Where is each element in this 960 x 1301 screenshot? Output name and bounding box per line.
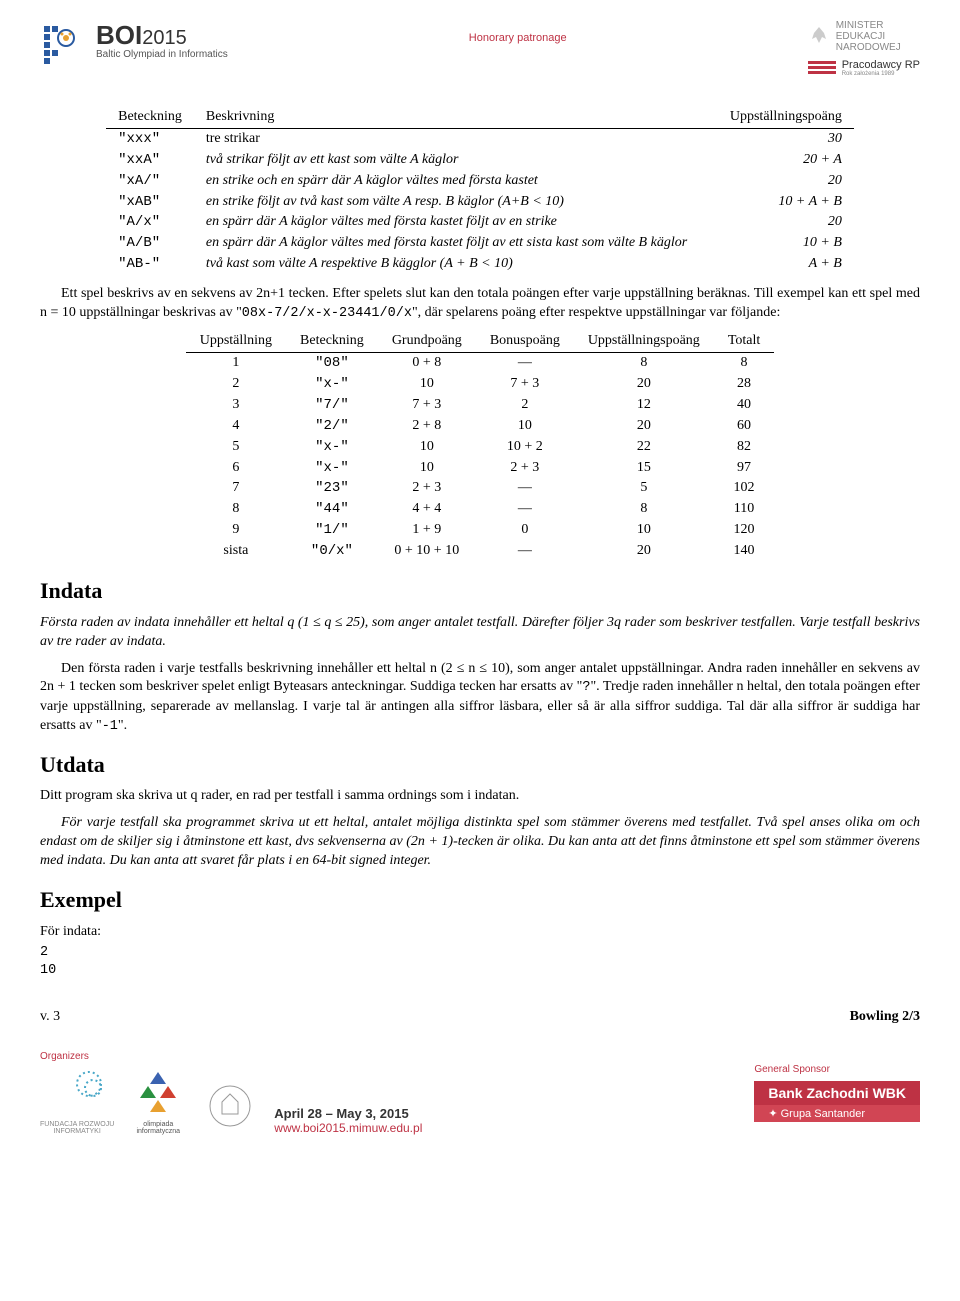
olimpiada-icon	[130, 1068, 186, 1116]
boi-title: BOI2015	[96, 20, 228, 51]
cell: 20	[718, 171, 854, 192]
footer-version: v. 3 Bowling 2/3	[40, 1008, 920, 1027]
bank-name: Bank Zachodni WBK	[754, 1081, 920, 1105]
olimpiada-text: olimpiada informatyczna	[130, 1121, 186, 1135]
version-label: v. 3	[40, 1008, 60, 1027]
cell: "xA/"	[106, 171, 194, 192]
cell: en strike och en spärr där A käglor vält…	[194, 171, 718, 192]
boi-year: 2015	[142, 27, 187, 49]
paragraph: Ditt program ska skriva ut q rader, en r…	[40, 787, 920, 806]
exempel-heading: Exempel	[40, 885, 920, 915]
col-header: Beskrivning	[194, 107, 718, 128]
cell: två kast som välte A respektive B kägglo…	[194, 254, 718, 275]
boi-logo-block: BOI2015 Baltic Olympiad in Informatics	[40, 20, 228, 68]
pracodawcy-sub: Rok założenia 1989	[842, 71, 920, 77]
cell: "AB-"	[106, 254, 194, 275]
cell: två strikar följt av ett kast som välte …	[194, 150, 718, 171]
cell: 20	[718, 212, 854, 233]
col-header: Beteckning	[106, 107, 194, 128]
cell: A + B	[718, 254, 854, 275]
col-header: Beteckning	[286, 331, 378, 352]
warsaw-univ-icon	[202, 1082, 258, 1130]
cell: 10 + B	[718, 233, 854, 254]
exempel-data: 2 10	[40, 944, 920, 980]
boi-logo-icon	[40, 20, 88, 68]
col-header: Totalt	[714, 331, 774, 352]
cell: en spärr där A käglor vältes med första …	[194, 233, 718, 254]
honorary-patronage-label: Honorary patronage	[469, 32, 567, 44]
paragraph: Ett spel beskrivs av en sekvens av 2n+1 …	[40, 285, 920, 323]
minister-text: MINISTER EDUKACJI NARODOWEJ	[836, 20, 901, 53]
col-header: Uppställningspoäng	[718, 107, 854, 128]
cell: "A/B"	[106, 233, 194, 254]
cell: en strike följt av två kast som välte A …	[194, 192, 718, 213]
cell: "xAB"	[106, 192, 194, 213]
event-date: April 28 – May 3, 2015	[274, 1106, 422, 1121]
cell: en spärr där A käglor vältes med första …	[194, 212, 718, 233]
notation-table: Beteckning Beskrivning Uppställningspoän…	[106, 107, 854, 275]
organizers-label: Organizers	[40, 1051, 422, 1062]
cell: "xxx"	[106, 128, 194, 149]
pracodawcy-text: Pracodawcy RP	[842, 59, 920, 71]
cell: 10 + A + B	[718, 192, 854, 213]
event-url: www.boi2015.mimuw.edu.pl	[274, 1121, 422, 1135]
col-header: Uppställning	[186, 331, 286, 352]
footer-sponsors: Organizers FUNDACJA ROZWOJU INFORMATYKI	[40, 1051, 920, 1135]
col-header: Uppställningspoäng	[574, 331, 714, 352]
fundacja-text: FUNDACJA ROZWOJU INFORMATYKI	[40, 1121, 114, 1135]
exempel-label: För indata:	[40, 923, 920, 942]
paragraph: Den första raden i varje testfalls beskr…	[40, 660, 920, 736]
indata-heading: Indata	[40, 576, 920, 606]
paragraph: Första raden av indata innehåller ett he…	[40, 614, 920, 652]
boi-subtitle: Baltic Olympiad in Informatics	[96, 49, 228, 60]
cell: "xxA"	[106, 150, 194, 171]
minister-block: MINISTER EDUKACJI NARODOWEJ	[808, 20, 901, 53]
eagle-icon	[808, 25, 830, 49]
general-sponsor-label: General Sponsor	[754, 1064, 920, 1075]
cell: 30	[718, 128, 854, 149]
cell: tre strikar	[194, 128, 718, 149]
bank-sub: ✦ Grupa Santander	[754, 1105, 920, 1122]
cell: 20 + A	[718, 150, 854, 171]
pracodawcy-block: Pracodawcy RP Rok założenia 1989	[808, 59, 920, 77]
paragraph: För varje testfall ska programmet skriva…	[40, 814, 920, 871]
col-header: Bonuspoäng	[476, 331, 574, 352]
page-label: Bowling 2/3	[850, 1008, 920, 1027]
cell: "A/x"	[106, 212, 194, 233]
pracodawcy-icon	[808, 59, 836, 77]
col-header: Grundpoäng	[378, 331, 476, 352]
page-header: BOI2015 Baltic Olympiad in Informatics H…	[40, 20, 920, 77]
scores-table: Uppställning Beteckning Grundpoäng Bonus…	[186, 331, 775, 562]
fundacja-icon	[49, 1068, 105, 1116]
utdata-heading: Utdata	[40, 750, 920, 780]
